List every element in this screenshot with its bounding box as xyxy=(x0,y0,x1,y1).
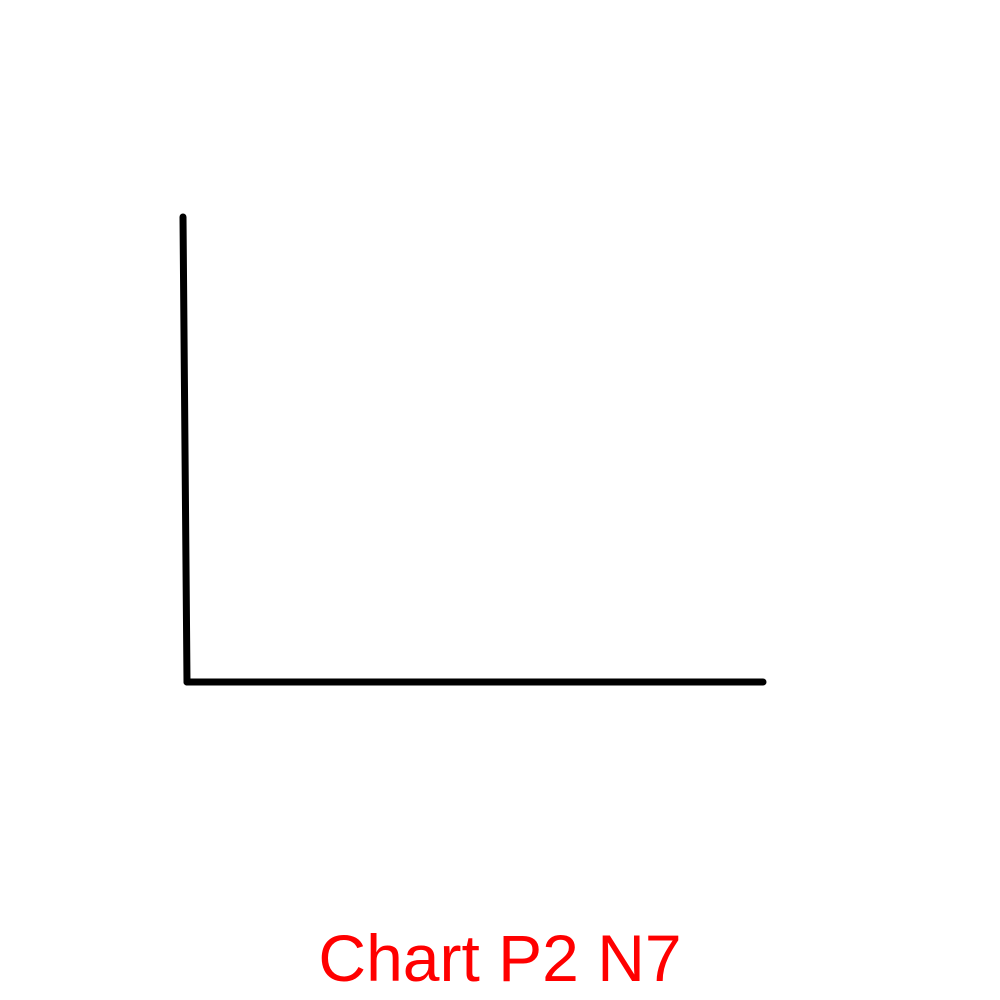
chart-caption: Chart P2 N7 xyxy=(318,921,682,995)
y-axis-line xyxy=(179,213,191,686)
